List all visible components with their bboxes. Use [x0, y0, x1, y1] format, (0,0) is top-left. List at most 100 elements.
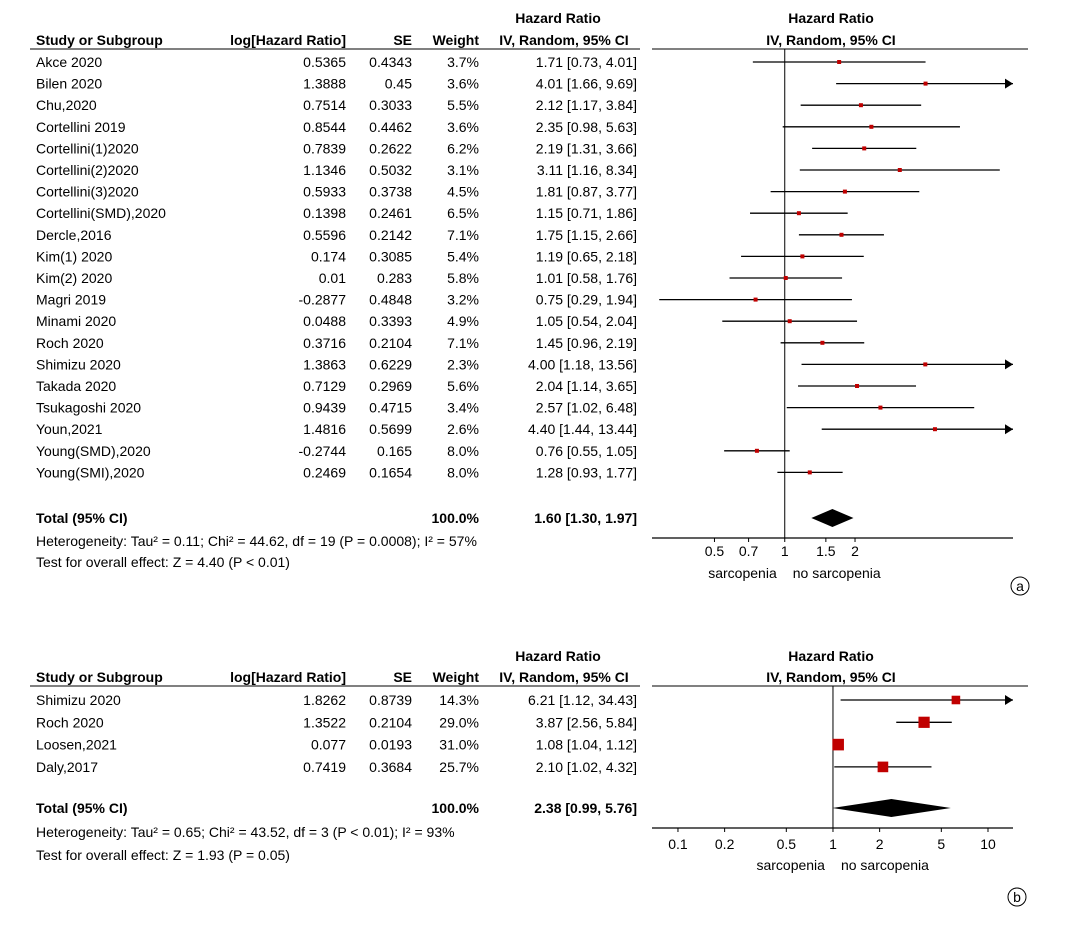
study-se: 0.4343: [369, 54, 412, 70]
study-se: 0.0193: [369, 737, 412, 753]
study-name: Kim(1) 2020: [36, 248, 112, 264]
study-ci-text: 3.11 [1.16, 8.34]: [537, 162, 637, 178]
loghr-header: log[Hazard Ratio]: [230, 669, 346, 685]
study-se: 0.1654: [369, 464, 412, 480]
study-name: Daly,2017: [36, 759, 98, 775]
study-loghr: 0.9439: [303, 400, 346, 416]
study-name: Cortellini(2)2020: [36, 162, 139, 178]
x-tick-label: 2: [851, 543, 859, 559]
study-loghr: 0.077: [311, 737, 346, 753]
x-tick-label: 0.7: [739, 543, 759, 559]
ci-arrow: [1005, 359, 1013, 370]
study-name: Cortellini 2019: [36, 119, 126, 135]
pooled-diamond: [811, 509, 854, 527]
study-point: [754, 448, 759, 453]
x-tick-label: 2: [876, 836, 884, 852]
loghr-header: log[Hazard Ratio]: [230, 32, 346, 48]
favours-left-label: sarcopenia: [756, 857, 825, 873]
study-se: 0.3684: [369, 759, 412, 775]
plot-header-sub: IV, Random, 95% CI: [766, 669, 895, 685]
study-loghr: 1.4816: [303, 421, 346, 437]
study-point: [832, 738, 844, 751]
study-se: 0.2461: [369, 205, 412, 221]
study-loghr: 0.1398: [303, 205, 346, 221]
study-weight: 6.5%: [447, 205, 479, 221]
study-loghr: 0.5933: [303, 184, 346, 200]
hr-header-top: Hazard Ratio: [515, 10, 601, 26]
study-se: 0.165: [377, 443, 412, 459]
study-loghr: 1.1346: [303, 162, 346, 178]
study-weight: 8.0%: [447, 464, 479, 480]
plot-header-top: Hazard Ratio: [788, 10, 874, 26]
study-point: [923, 362, 928, 367]
study-se: 0.2969: [369, 378, 412, 394]
study-ci-text: 4.01 [1.66, 9.69]: [536, 76, 637, 92]
hr-header-sub: IV, Random, 95% CI: [499, 32, 628, 48]
total-ci-text: 1.60 [1.30, 1.97]: [534, 510, 637, 526]
study-se: 0.3033: [369, 97, 412, 113]
study-name: Cortellini(3)2020: [36, 184, 139, 200]
se-header: SE: [393, 32, 412, 48]
study-point: [923, 81, 928, 86]
study-ci-text: 2.35 [0.98, 5.63]: [536, 119, 637, 135]
x-tick-label: 10: [980, 836, 996, 852]
study-loghr: 0.5596: [303, 227, 346, 243]
study-weight: 7.1%: [447, 227, 479, 243]
total-label: Total (95% CI): [36, 800, 128, 816]
study-loghr: 0.7839: [303, 140, 346, 156]
study-loghr: 1.3522: [303, 714, 346, 730]
panel-label: a: [1016, 578, 1024, 594]
overall-effect-text: Test for overall effect: Z = 4.40 (P < 0…: [36, 554, 290, 570]
study-name: Akce 2020: [36, 54, 102, 70]
study-name: Roch 2020: [36, 335, 104, 351]
study-weight: 29.0%: [439, 714, 479, 730]
study-point: [897, 168, 902, 172]
study-point: [837, 60, 842, 64]
panel-label: b: [1013, 889, 1021, 905]
study-weight: 3.6%: [447, 76, 479, 92]
study-name: Young(SMD),2020: [36, 443, 151, 459]
study-loghr: 1.3863: [303, 356, 346, 372]
study-se: 0.8739: [369, 692, 412, 708]
study-name: Shimizu 2020: [36, 692, 121, 708]
study-se: 0.4715: [369, 400, 412, 416]
study-loghr: 0.2469: [303, 464, 346, 480]
study-ci-text: 2.10 [1.02, 4.32]: [536, 759, 637, 775]
study-weight: 6.2%: [447, 140, 479, 156]
study-point: [862, 146, 867, 151]
study-loghr: 0.7129: [303, 378, 346, 394]
study-ci-text: 1.08 [1.04, 1.12]: [536, 737, 637, 753]
study-point: [787, 319, 792, 324]
study-weight: 3.4%: [447, 400, 479, 416]
ci-arrow: [1005, 695, 1013, 705]
study-se: 0.4462: [369, 119, 412, 135]
study-se: 0.2104: [369, 335, 412, 351]
study-se: 0.5699: [369, 421, 412, 437]
study-ci-text: 2.19 [1.31, 3.66]: [536, 140, 637, 156]
study-point: [855, 384, 860, 388]
ci-arrow: [1005, 424, 1013, 435]
study-ci-text: 1.81 [0.87, 3.77]: [536, 184, 637, 200]
plot-header-top: Hazard Ratio: [788, 648, 874, 664]
hr-header-sub: IV, Random, 95% CI: [499, 669, 628, 685]
study-ci-text: 1.01 [0.58, 1.76]: [536, 270, 637, 286]
x-tick-label: 5: [937, 836, 945, 852]
favours-right-label: no sarcopenia: [841, 857, 929, 873]
study-loghr: 1.3888: [303, 76, 346, 92]
study-weight: 5.8%: [447, 270, 479, 286]
study-name: Minami 2020: [36, 313, 116, 329]
weight-header: Weight: [433, 32, 480, 48]
study-loghr: 0.174: [311, 248, 346, 264]
x-tick-label: 1.5: [816, 543, 836, 559]
study-se: 0.2104: [369, 714, 412, 730]
study-ci-text: 4.00 [1.18, 13.56]: [528, 356, 637, 372]
study-header: Study or Subgroup: [36, 32, 163, 48]
panel-label-circle: [1007, 887, 1027, 907]
study-point: [932, 427, 937, 432]
study-weight: 2.3%: [447, 356, 479, 372]
study-ci-text: 2.12 [1.17, 3.84]: [536, 97, 637, 113]
study-weight: 8.0%: [447, 443, 479, 459]
study-name: Kim(2) 2020: [36, 270, 112, 286]
favours-left-label: sarcopenia: [708, 565, 777, 581]
study-weight: 3.2%: [447, 292, 479, 308]
